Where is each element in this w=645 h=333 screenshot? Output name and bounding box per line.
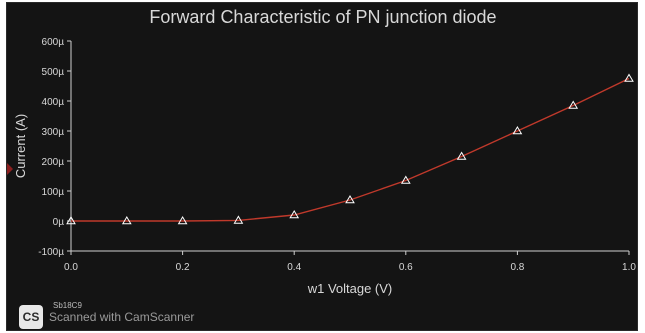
data-point-marker bbox=[177, 216, 188, 225]
camscanner-watermark: CS Sb18C9 Scanned with CamScanner bbox=[19, 301, 195, 329]
x-tick-label: 0.2 bbox=[176, 262, 190, 273]
data-point-marker bbox=[624, 73, 634, 82]
x-tick-label: 0.0 bbox=[64, 262, 78, 273]
y-tick-label: 200µ bbox=[42, 157, 65, 168]
y-tick-label: 500µ bbox=[42, 67, 65, 78]
x-axis-label: w1 Voltage (V) bbox=[307, 281, 393, 296]
series-line bbox=[71, 77, 630, 222]
data-point-marker bbox=[66, 216, 76, 225]
y-tick-label: 300µ bbox=[42, 127, 65, 138]
x-tick-label: 0.8 bbox=[510, 262, 524, 273]
forward-characteristic-chart: Forward Characteristic of PN junction di… bbox=[13, 7, 636, 296]
camscanner-tag: Sb18C9 bbox=[53, 301, 82, 310]
y-tick-label: 0µ bbox=[53, 217, 65, 228]
data-point-marker bbox=[233, 215, 244, 224]
data-point-marker bbox=[345, 195, 355, 204]
camscanner-logo-icon: CS bbox=[19, 305, 43, 329]
chart-title: Forward Characteristic of PN junction di… bbox=[149, 7, 496, 27]
x-tick-label: 0.6 bbox=[399, 262, 413, 273]
data-point-marker bbox=[512, 126, 523, 135]
data-point-marker bbox=[568, 100, 579, 109]
y-axis-label: Current (A) bbox=[13, 114, 28, 178]
data-point-marker bbox=[121, 216, 132, 225]
data-point-marker bbox=[289, 210, 300, 219]
data-point-marker bbox=[456, 151, 467, 160]
y-tick-label: 100µ bbox=[42, 187, 65, 198]
y-tick-label: 600µ bbox=[42, 37, 65, 48]
y-tick-label: -100µ bbox=[38, 247, 64, 258]
camscanner-logo-text: CS bbox=[22, 310, 40, 324]
x-tick-label: 1.0 bbox=[622, 262, 636, 273]
camscanner-text: Scanned with CamScanner bbox=[49, 310, 195, 324]
x-tick-label: 0.4 bbox=[287, 262, 301, 273]
data-point-marker bbox=[400, 175, 411, 184]
side-marker-icon bbox=[7, 163, 13, 175]
y-tick-label: 400µ bbox=[42, 97, 65, 108]
chart-frame: Forward Characteristic of PN junction di… bbox=[6, 2, 638, 331]
